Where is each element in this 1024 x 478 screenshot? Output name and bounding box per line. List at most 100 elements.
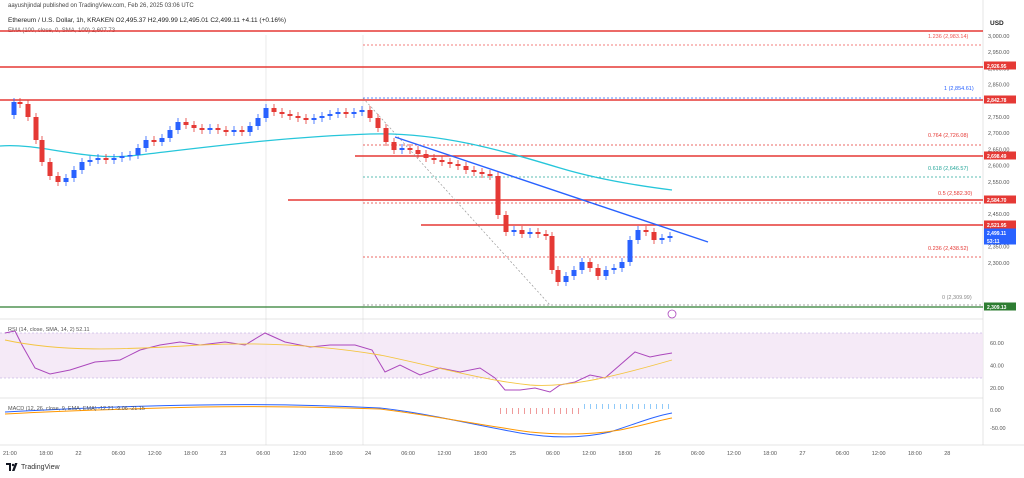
time-tick: 12:00	[293, 451, 307, 457]
macd-bar	[596, 404, 597, 409]
candle	[151, 136, 157, 146]
candle	[295, 112, 301, 122]
fib-level-label: 0.5 (2,582.30)	[938, 191, 972, 197]
candle	[255, 114, 261, 130]
candle	[479, 168, 485, 178]
candle	[351, 108, 357, 118]
fib-level-label: 0.764 (2,726.08)	[928, 133, 969, 139]
time-tick: 06:00	[836, 451, 850, 457]
time-tick: 06:00	[256, 451, 270, 457]
candle	[271, 104, 277, 116]
candle	[543, 230, 549, 240]
time-tick: 21:00	[3, 451, 17, 457]
candle	[303, 114, 309, 124]
candle	[343, 108, 349, 118]
candle	[167, 126, 173, 142]
svg-text:2,842.78: 2,842.78	[987, 98, 1007, 104]
svg-text:2,926.95: 2,926.95	[987, 64, 1007, 70]
price-tick: 2,300.00	[988, 261, 1009, 267]
candle	[79, 158, 85, 174]
time-tick: 12:00	[582, 451, 596, 457]
tradingview-footer[interactable]: TradingView	[6, 463, 60, 471]
ema-line	[0, 133, 673, 191]
candle	[71, 166, 77, 182]
candle	[487, 170, 493, 180]
macd-signal-line	[4, 406, 673, 435]
macd-bar	[578, 408, 579, 414]
price-tick: 2,650.00	[988, 147, 1009, 153]
candle	[375, 114, 381, 132]
macd-line	[4, 404, 673, 438]
candle	[535, 228, 541, 238]
candle	[549, 232, 555, 274]
time-tick: 22	[75, 451, 81, 457]
candle	[399, 144, 405, 154]
svg-text:2,309.13: 2,309.13	[987, 305, 1007, 311]
candle	[627, 236, 633, 266]
price-tag: 53:11	[984, 236, 1016, 245]
candle	[311, 114, 317, 124]
macd-bar	[512, 408, 513, 414]
time-tick: 28	[944, 451, 950, 457]
price-tag: 2,698.49	[984, 151, 1016, 160]
price-tick: 2,600.00	[988, 164, 1009, 170]
rsi-tick: 20.00	[990, 386, 1004, 392]
price-tick: 2,350.00	[988, 245, 1009, 251]
candle	[33, 113, 39, 144]
time-axis: 21:00 18:00 22 06:00 12:00 18:00 23 06:00 12:00 1…	[3, 451, 950, 457]
candle	[103, 154, 109, 164]
price-tag: 2,584.70	[984, 195, 1016, 204]
candle	[603, 266, 609, 280]
candle	[335, 108, 341, 118]
macd-bar	[590, 404, 591, 409]
macd-bar	[524, 408, 525, 414]
candle	[571, 266, 577, 280]
price-tag: 2,309.13	[984, 302, 1016, 311]
candle	[119, 152, 125, 162]
candle	[247, 122, 253, 136]
time-tick: 27	[799, 451, 805, 457]
currency-label: USD	[990, 20, 1004, 27]
candle	[555, 266, 561, 286]
candle	[127, 151, 133, 161]
candle	[207, 124, 213, 134]
macd-bar	[626, 404, 627, 409]
replay-icon	[667, 309, 677, 319]
candle	[215, 124, 221, 134]
candle	[415, 146, 421, 158]
macd-tick: -50.00	[990, 426, 1006, 432]
candle	[279, 108, 285, 118]
candle	[55, 172, 61, 186]
candle	[319, 112, 325, 122]
price-tick: 3,000.00	[988, 34, 1009, 40]
rsi-sma-line	[4, 339, 673, 386]
macd-bar	[620, 404, 621, 409]
macd-bar	[566, 408, 567, 414]
rsi-tick: 60.00	[990, 341, 1004, 347]
time-tick: 18:00	[39, 451, 53, 457]
candle	[223, 126, 229, 136]
candle	[651, 228, 657, 244]
candle	[587, 258, 593, 272]
price-tag: 2,521.95	[984, 220, 1016, 229]
tradingview-brand: TradingView	[21, 463, 60, 471]
candle	[667, 232, 673, 242]
fib-level-label: 0.236 (2,438.52)	[928, 246, 969, 252]
candle	[511, 226, 517, 236]
fib-level-label: 0 (2,309.99)	[942, 295, 972, 301]
candle	[471, 166, 477, 176]
price-tick: 2,750.00	[988, 115, 1009, 121]
rsi-axis: 60.00 40.00 20.00	[990, 341, 1004, 392]
macd-bar	[602, 404, 603, 409]
macd-bar	[668, 404, 669, 409]
time-tick: 18:00	[184, 451, 198, 457]
candle	[95, 154, 101, 164]
macd-bar	[548, 408, 549, 414]
candle	[143, 136, 149, 152]
price-tag: 2,499.11	[984, 228, 1016, 237]
candle	[611, 264, 617, 274]
time-tick: 12:00	[872, 451, 886, 457]
svg-text:2,499.11: 2,499.11	[987, 231, 1006, 237]
